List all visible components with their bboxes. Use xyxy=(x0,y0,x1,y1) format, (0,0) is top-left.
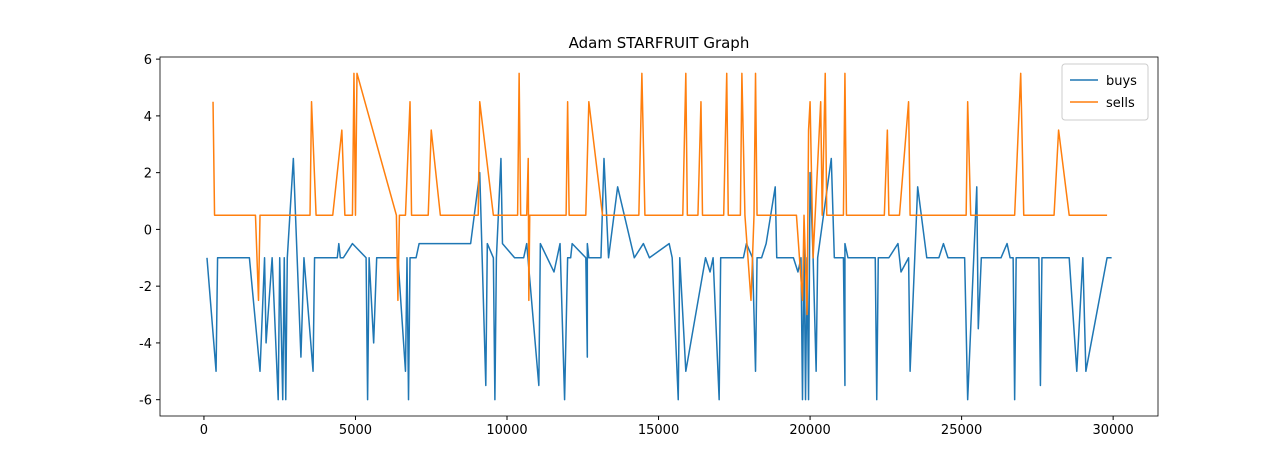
line-series xyxy=(212,72,1108,316)
x-tick-label: 5000 xyxy=(339,423,372,438)
y-tick-label: 6 xyxy=(144,53,152,68)
legend: buys sells xyxy=(1061,63,1149,121)
legend-label: buys xyxy=(1106,74,1137,89)
x-tick-label: 15000 xyxy=(638,423,679,438)
x-tick-label: 30000 xyxy=(1092,423,1133,438)
legend-label: sells xyxy=(1106,96,1135,111)
y-tick-label: 4 xyxy=(144,110,152,125)
x-tick-label: 25000 xyxy=(941,423,982,438)
x-tick-label: 10000 xyxy=(486,423,527,438)
y-tick-label: -6 xyxy=(139,394,152,409)
chart-title: Adam STARFRUIT Graph xyxy=(569,34,750,52)
line-series xyxy=(206,157,1112,401)
x-tick-label: 20000 xyxy=(789,423,830,438)
y-tick-label: 2 xyxy=(144,167,152,182)
x-tick-label: 0 xyxy=(200,423,208,438)
legend-box xyxy=(1061,63,1149,121)
plot-frame xyxy=(159,56,1159,417)
y-tick-label: -4 xyxy=(139,337,152,352)
y-tick-label: 0 xyxy=(144,223,152,238)
y-tick-label: -2 xyxy=(139,280,152,295)
